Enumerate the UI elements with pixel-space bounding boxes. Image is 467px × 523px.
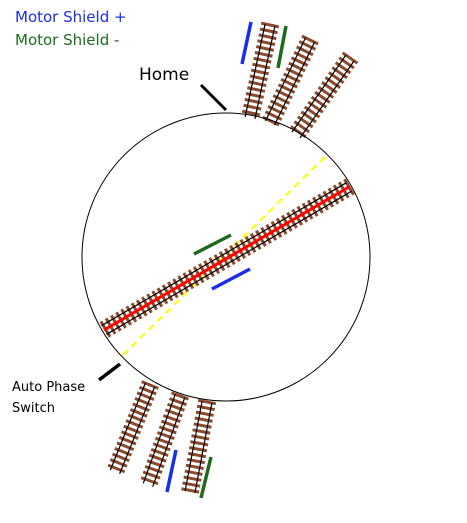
- top-plus-contact: [240, 21, 253, 65]
- top-minus-contact: [276, 25, 288, 69]
- bridge-centerline: [103, 185, 350, 332]
- bridge-minus-contact: [193, 233, 232, 256]
- auto-phase-switch-label: Auto Phase Switch: [12, 377, 85, 419]
- switch-label-line1: Auto Phase: [12, 380, 86, 395]
- top-track-3: [290, 51, 359, 139]
- track-layer: [107, 21, 359, 494]
- top-track-2: [262, 34, 319, 127]
- bottom-track-2: [140, 391, 189, 487]
- turntable-pit: [81, 112, 371, 402]
- bottom-track-3: [181, 398, 217, 494]
- bridge-plus-contact: [211, 267, 251, 291]
- top-track-1: [241, 21, 280, 120]
- bottom-track-1: [107, 380, 159, 475]
- legend-motor-shield-minus: Motor Shield -: [15, 31, 120, 49]
- switch-pointer: [97, 362, 122, 382]
- switch-label-line2: Switch: [12, 401, 55, 416]
- home-pointer: [199, 83, 228, 112]
- legend-motor-shield-plus: Motor Shield +: [15, 8, 127, 26]
- bottom-minus-contact: [199, 456, 213, 499]
- bottom-plus-contact: [165, 449, 178, 493]
- home-label: Home: [139, 65, 190, 85]
